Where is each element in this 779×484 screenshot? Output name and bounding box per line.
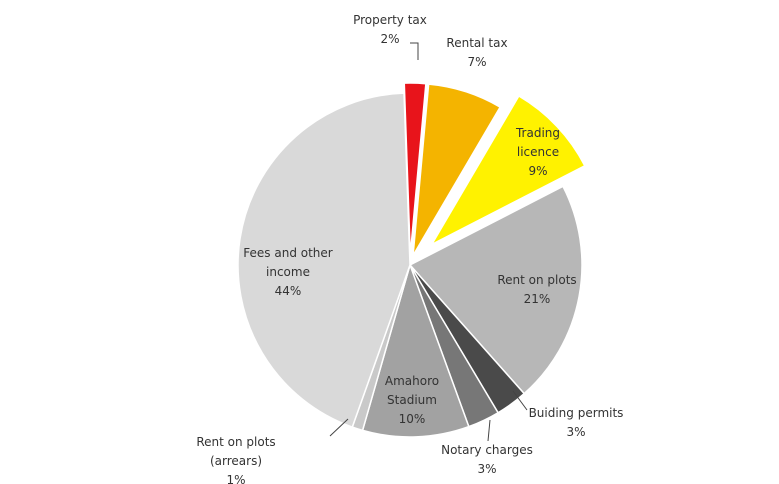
leader-line-notary-charges — [487, 419, 491, 442]
slice-label-line: 3% — [566, 425, 585, 439]
slice-label-line: (arrears) — [210, 454, 262, 468]
slice-label-notary-charges: Notary charges 3% — [441, 443, 533, 476]
slice-label-line: 2% — [380, 32, 399, 46]
slice-label-property-tax: Property tax 2% — [353, 13, 427, 46]
slice-label-line: Notary charges — [441, 443, 533, 457]
slice-label-line: 1% — [226, 473, 245, 484]
slice-label-line: Fees and other — [243, 246, 333, 260]
pie-slice-rent-on-plots — [408, 185, 583, 395]
pie-slice-amahoro-stadium — [361, 262, 470, 438]
slice-label-line: Amahoro — [385, 374, 439, 388]
slice-label-line: 44% — [275, 284, 302, 298]
slice-label-line: Rent on plots — [497, 273, 576, 287]
slice-label-rent-on-plots-arrears: Rent on plots (arrears) 1% — [196, 435, 275, 484]
leader-lines — [329, 42, 528, 442]
slice-label-line: 9% — [528, 164, 547, 178]
slice-label-line: Rent on plots — [196, 435, 275, 449]
slice-label-line: Buiding permits — [529, 406, 624, 420]
slice-label-line: Rental tax — [446, 36, 507, 50]
leader-line-property-tax — [410, 42, 419, 60]
slice-labels: Property tax 2% Rental tax 7% Trading licence… — [196, 13, 623, 484]
slice-label-line: Stadium — [387, 393, 437, 407]
pie-slices — [237, 82, 586, 438]
slice-label-line: income — [266, 265, 310, 279]
pie-slice-rental-tax — [412, 83, 502, 256]
slice-label-line: 3% — [477, 462, 496, 476]
slice-label-rental-tax: Rental tax 7% — [446, 36, 507, 69]
slice-label-line: licence — [517, 145, 559, 159]
leader-line-rent-on-plots-arrears — [329, 418, 349, 437]
slice-label-line: 21% — [524, 292, 551, 306]
slice-label-amahoro-stadium: Amahoro Stadium 10% — [385, 374, 439, 426]
slice-label-line: Property tax — [353, 13, 427, 27]
slice-label-buiding-permits: Buiding permits 3% — [529, 406, 624, 439]
slice-label-line: 7% — [467, 55, 486, 69]
slice-label-line: 10% — [399, 412, 426, 426]
slice-label-rent-on-plots: Rent on plots 21% — [497, 273, 576, 306]
leader-line-building-permits — [512, 390, 528, 411]
slice-label-line: Trading — [515, 126, 560, 140]
pie-slice-fees-and-other-income — [237, 92, 411, 428]
pie-slice-trading-licence — [429, 95, 586, 247]
slice-label-fees-and-other-income: Fees and other income 44% — [243, 246, 333, 298]
slice-label-trading-licence: Trading licence 9% — [515, 126, 560, 178]
pie-slice-property-tax — [403, 82, 427, 256]
